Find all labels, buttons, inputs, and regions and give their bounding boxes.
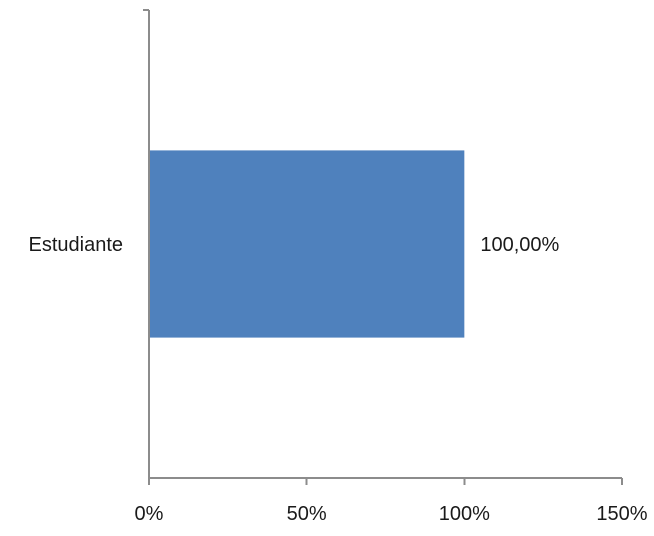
category-label: Estudiante — [28, 234, 123, 256]
x-tick-label: 150% — [596, 503, 647, 525]
x-tick-label: 50% — [287, 503, 327, 525]
bars-layer — [149, 150, 465, 338]
x-tick-label: 100% — [439, 503, 490, 525]
x-tick-label: 0% — [135, 503, 164, 525]
axes-layer — [143, 9, 623, 485]
labels-layer: Estudiante 100,00% 0% 50% 100% 150% — [28, 234, 647, 525]
data-label: 100,00% — [480, 234, 559, 256]
bar-estudiante — [149, 150, 465, 338]
